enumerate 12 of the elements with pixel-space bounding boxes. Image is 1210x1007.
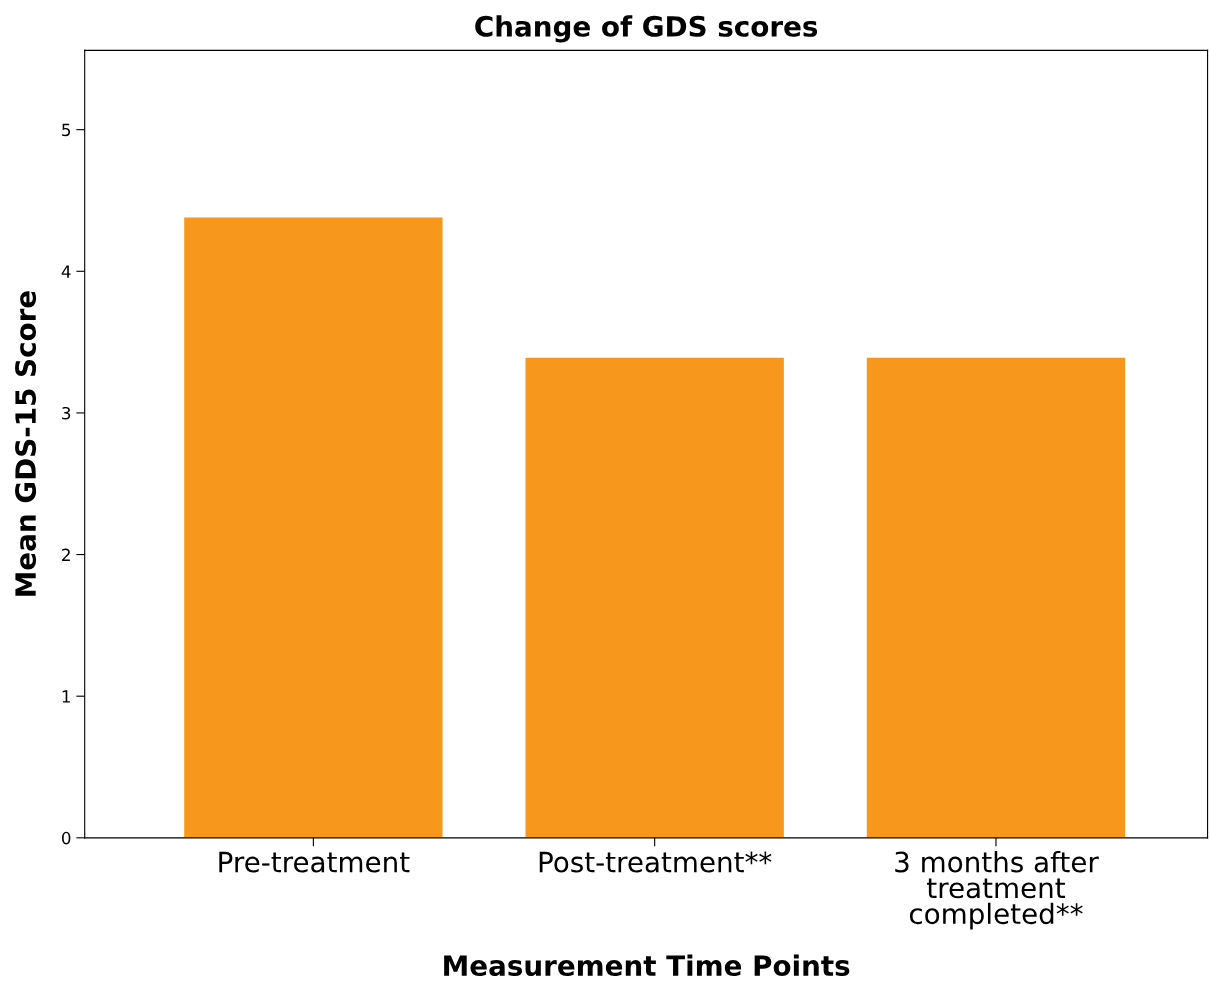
y-tick-label: 1 xyxy=(62,690,70,703)
x-tick-label: 3 months after treatment completed** xyxy=(895,851,1099,930)
y-tick-label: 2 xyxy=(62,548,70,561)
x-tick-label: Post-treatment** xyxy=(539,851,772,873)
y-tick-label: 0 xyxy=(62,831,71,845)
y-tick-label: 4 xyxy=(61,265,71,278)
y-tick-label: 5 xyxy=(62,123,71,137)
y-tick-label: 3 xyxy=(62,406,71,420)
y-axis-title: Mean GDS-15 Score xyxy=(15,291,37,596)
chart-title: Change of GDS scores xyxy=(475,15,818,43)
x-tick-label: Pre-treatment xyxy=(219,851,410,873)
x-axis-title: Measurement Time Points xyxy=(444,954,850,977)
